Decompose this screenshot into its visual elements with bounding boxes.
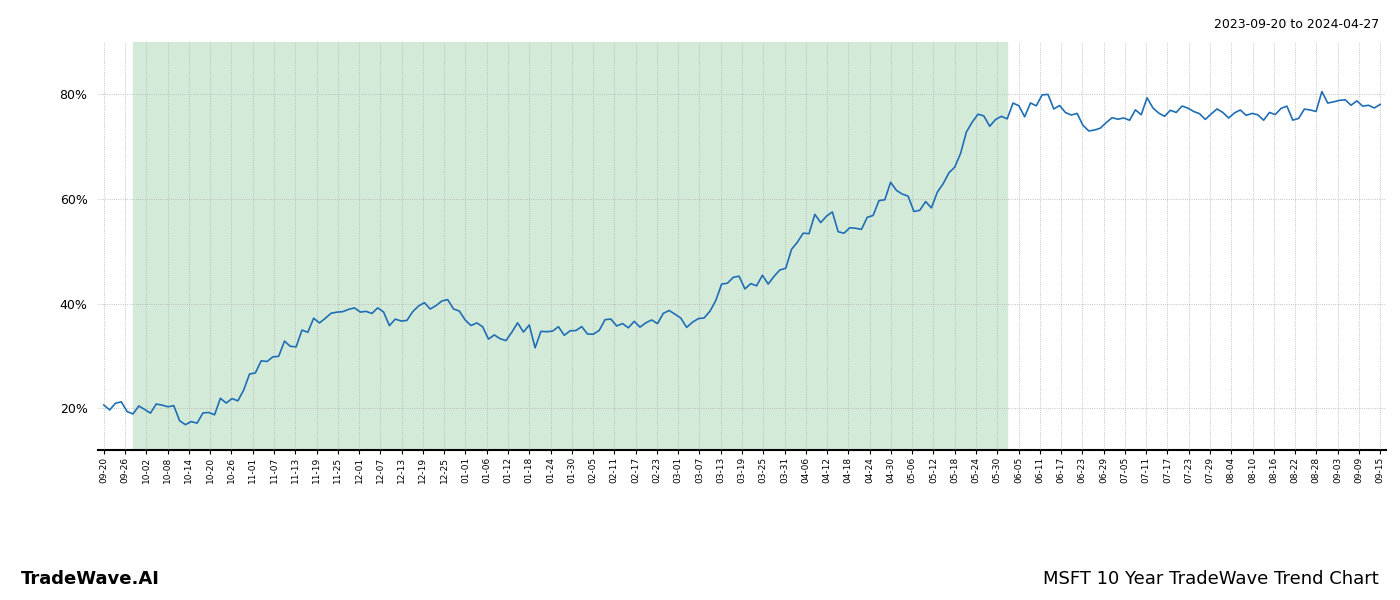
Text: 2023-09-20 to 2024-04-27: 2023-09-20 to 2024-04-27	[1214, 18, 1379, 31]
Bar	[133, 42, 1007, 450]
Text: MSFT 10 Year TradeWave Trend Chart: MSFT 10 Year TradeWave Trend Chart	[1043, 570, 1379, 588]
Text: TradeWave.AI: TradeWave.AI	[21, 570, 160, 588]
